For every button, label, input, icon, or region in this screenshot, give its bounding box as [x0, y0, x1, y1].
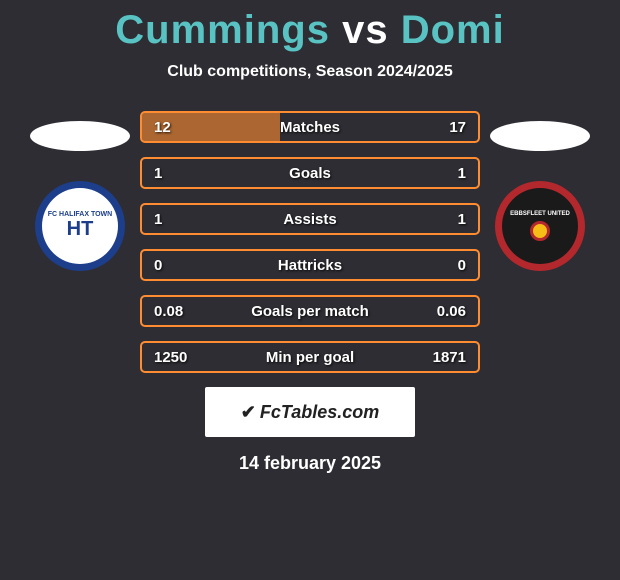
right-crest-ball: [530, 221, 550, 241]
right-crest-inner: EBBSFLEET UNITED: [502, 188, 578, 264]
bar-label: Goals per match: [142, 303, 478, 320]
brand-text: FcTables.com: [260, 402, 379, 423]
bar-label: Goals: [142, 165, 478, 182]
left-crest-inner: FC HALIFAX TOWN HT: [42, 188, 118, 264]
left-side: FC HALIFAX TOWN HT: [30, 111, 130, 271]
title-vs: vs: [342, 8, 389, 52]
bar-label: Hattricks: [142, 257, 478, 274]
right-crest-label: EBBSFLEET UNITED: [510, 211, 570, 241]
stat-bar: 1Goals1: [140, 157, 480, 189]
stat-bar: 1250Min per goal1871: [140, 341, 480, 373]
brand-check-icon: ✔: [241, 402, 256, 423]
subtitle: Club competitions, Season 2024/2025: [0, 63, 620, 81]
left-flag-ellipse: [30, 121, 130, 151]
date-label: 14 february 2025: [0, 453, 620, 474]
title-player1: Cummings: [115, 8, 330, 52]
left-club-crest: FC HALIFAX TOWN HT: [35, 181, 125, 271]
right-club-crest: EBBSFLEET UNITED: [495, 181, 585, 271]
stat-bars: 12Matches17 1Goals1 1Assists1 0Hattricks0 0.…: [140, 111, 480, 373]
bar-label: Min per goal: [142, 349, 478, 366]
left-crest-text: FC HALIFAX TOWN: [48, 211, 112, 218]
stat-bar: 12Matches17: [140, 111, 480, 143]
main-content: FC HALIFAX TOWN HT 12Matches17 1Goals1 1As…: [0, 111, 620, 373]
stat-bar: 0Hattricks0: [140, 249, 480, 281]
page-title: Cummings vs Domi: [0, 0, 620, 53]
left-crest-label: FC HALIFAX TOWN HT: [48, 211, 112, 241]
bar-label: Assists: [142, 211, 478, 228]
right-flag-ellipse: [490, 121, 590, 151]
stat-bar: 0.08Goals per match0.06: [140, 295, 480, 327]
title-player2: Domi: [401, 8, 505, 52]
stat-bar: 1Assists1: [140, 203, 480, 235]
right-crest-text: EBBSFLEET UNITED: [510, 211, 570, 217]
bar-label: Matches: [142, 119, 478, 136]
brand-badge[interactable]: ✔ FcTables.com: [205, 387, 415, 437]
right-side: EBBSFLEET UNITED: [490, 111, 590, 271]
left-crest-sub: HT: [67, 218, 94, 241]
